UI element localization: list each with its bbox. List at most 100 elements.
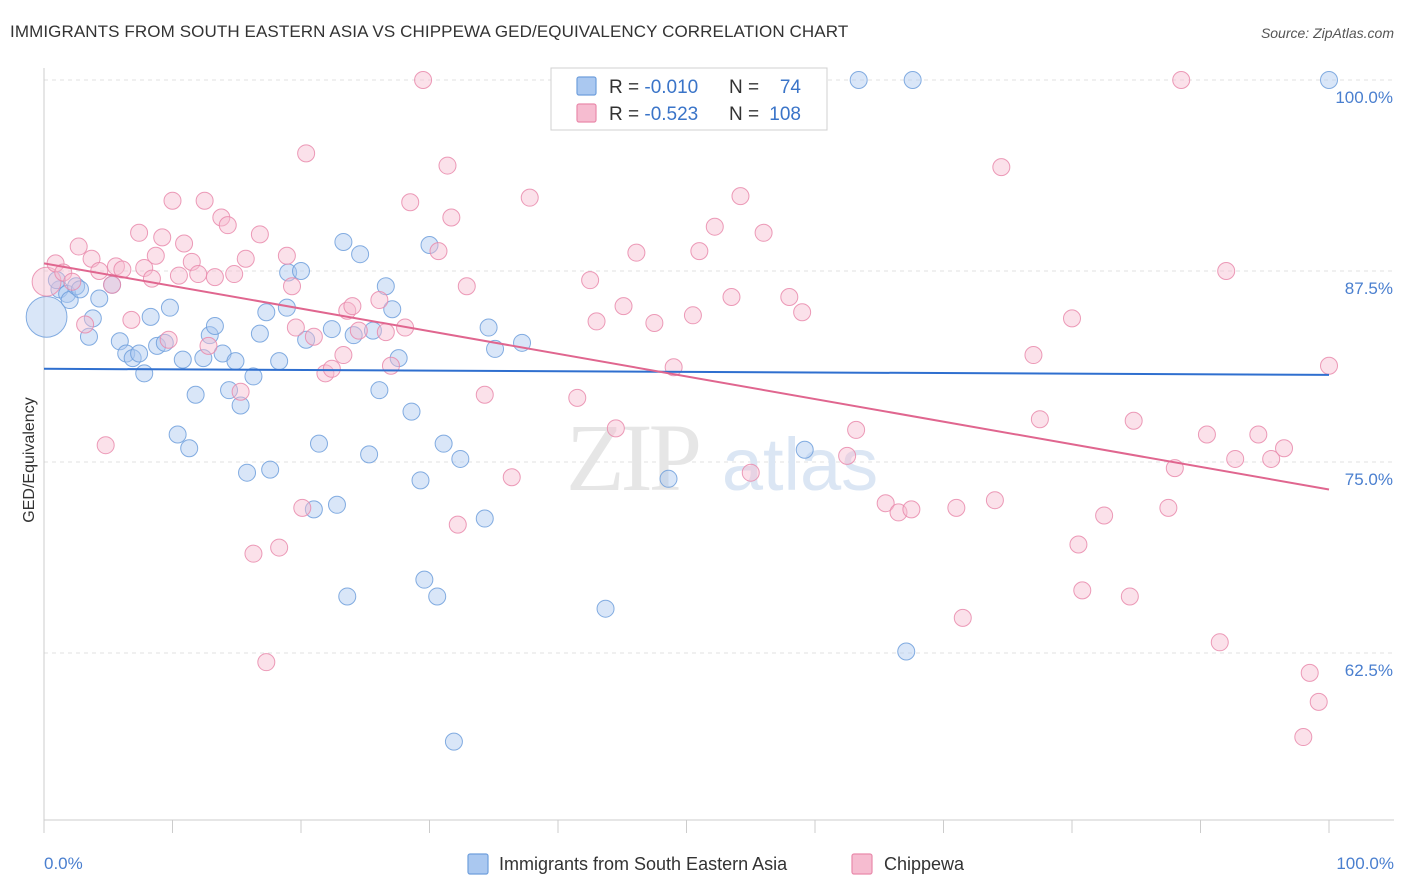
point-pink	[218, 216, 237, 235]
point-pink	[231, 382, 250, 401]
point-blue	[444, 732, 463, 751]
point-pink	[438, 156, 457, 175]
legend-n-value-pink: 108	[769, 104, 801, 125]
y-tick-label: 62.5%	[1345, 661, 1393, 680]
point-pink	[1197, 425, 1216, 444]
series-pink-points	[31, 71, 1338, 747]
point-pink	[1320, 356, 1338, 375]
point-pink	[457, 277, 476, 296]
point-pink	[448, 515, 467, 534]
point-pink	[169, 266, 188, 285]
point-pink	[297, 144, 316, 163]
point-blue	[402, 402, 421, 421]
point-pink	[376, 323, 395, 342]
point-pink	[614, 297, 633, 316]
point-pink	[135, 258, 154, 277]
point-pink	[96, 436, 115, 455]
point-blue	[411, 471, 430, 490]
point-blue	[160, 298, 179, 317]
point-pink	[606, 419, 625, 438]
point-pink	[199, 336, 218, 355]
point-blue	[90, 289, 109, 308]
point-blue	[383, 300, 402, 319]
point-blue	[338, 587, 357, 606]
point-blue	[475, 509, 494, 528]
point-blue	[79, 327, 98, 346]
point-pink	[429, 242, 448, 261]
point-pink	[1124, 411, 1143, 430]
point-pink	[334, 346, 353, 365]
point-pink	[1063, 309, 1081, 328]
legend-n-value-blue: 74	[780, 77, 802, 98]
point-blue	[226, 352, 245, 371]
point-pink	[153, 228, 172, 247]
point-blue	[173, 350, 192, 369]
y-tick-labels: 100.0% 87.5% 75.0% 62.5%	[1335, 88, 1393, 680]
point-pink	[401, 193, 420, 212]
point-pink	[502, 468, 521, 487]
point-blue	[135, 364, 154, 383]
point-pink	[76, 315, 95, 334]
point-pink	[283, 277, 302, 296]
point-blue	[334, 232, 353, 251]
point-blue	[659, 469, 678, 488]
point-blue	[451, 449, 470, 468]
point-blue	[123, 349, 142, 368]
y-axis-label: GED/Equivalency	[21, 397, 38, 522]
point-blue	[186, 385, 205, 404]
point-blue	[257, 303, 276, 322]
point-pink	[130, 223, 149, 242]
point-blue	[70, 280, 89, 299]
point-pink	[236, 249, 255, 268]
point-blue	[1320, 71, 1338, 89]
series-legend: Immigrants from South Eastern Asia Chipp…	[467, 853, 965, 875]
legend-swatch-pink	[576, 103, 597, 123]
point-pink	[1275, 439, 1294, 458]
point-blue	[270, 352, 289, 371]
point-pink	[1226, 449, 1245, 468]
chart-title: IMMIGRANTS FROM SOUTH EASTERN ASIA VS CH…	[10, 22, 849, 41]
point-pink	[304, 327, 323, 346]
point-blue	[220, 381, 239, 400]
point-pink	[103, 275, 122, 294]
point-blue	[141, 307, 160, 326]
point-pink	[122, 310, 141, 329]
point-pink	[731, 187, 750, 206]
point-pink	[1172, 71, 1191, 89]
point-pink	[581, 271, 600, 290]
point-pink	[520, 188, 539, 207]
point-blue	[180, 439, 199, 458]
point-pink	[381, 356, 400, 375]
point-pink	[250, 225, 269, 244]
point-pink	[189, 265, 208, 284]
point-pink	[1210, 633, 1229, 652]
point-blue	[389, 349, 408, 368]
point-blue	[486, 339, 505, 358]
point-pink	[90, 262, 109, 280]
point-pink	[1159, 498, 1178, 517]
point-blue	[292, 262, 310, 280]
point-blue	[897, 642, 916, 661]
point-pink	[741, 463, 760, 482]
point-blue	[168, 425, 187, 444]
point-blue	[244, 367, 263, 386]
point-pink	[953, 608, 972, 627]
point-pink	[205, 268, 224, 287]
series-legend-swatch-blue	[467, 853, 489, 875]
point-pink	[244, 544, 263, 563]
watermark: ZIP atlas	[566, 404, 878, 511]
stats-legend: R = -0.010 N = 74 R = -0.523 N = 108	[550, 67, 828, 131]
trend-line-blue	[43, 367, 1330, 376]
point-blue	[250, 324, 269, 343]
point-blue	[130, 344, 149, 363]
source-label: Source: ZipAtlas.com	[1260, 25, 1394, 41]
point-pink	[293, 498, 312, 517]
point-blue	[360, 445, 379, 464]
y-tick-label: 75.0%	[1345, 470, 1393, 489]
point-blue	[428, 587, 447, 606]
point-pink	[587, 312, 606, 331]
point-pink	[1249, 425, 1268, 444]
series-legend-label-pink: Chippewa	[884, 854, 965, 874]
legend-swatch-blue	[576, 76, 597, 96]
